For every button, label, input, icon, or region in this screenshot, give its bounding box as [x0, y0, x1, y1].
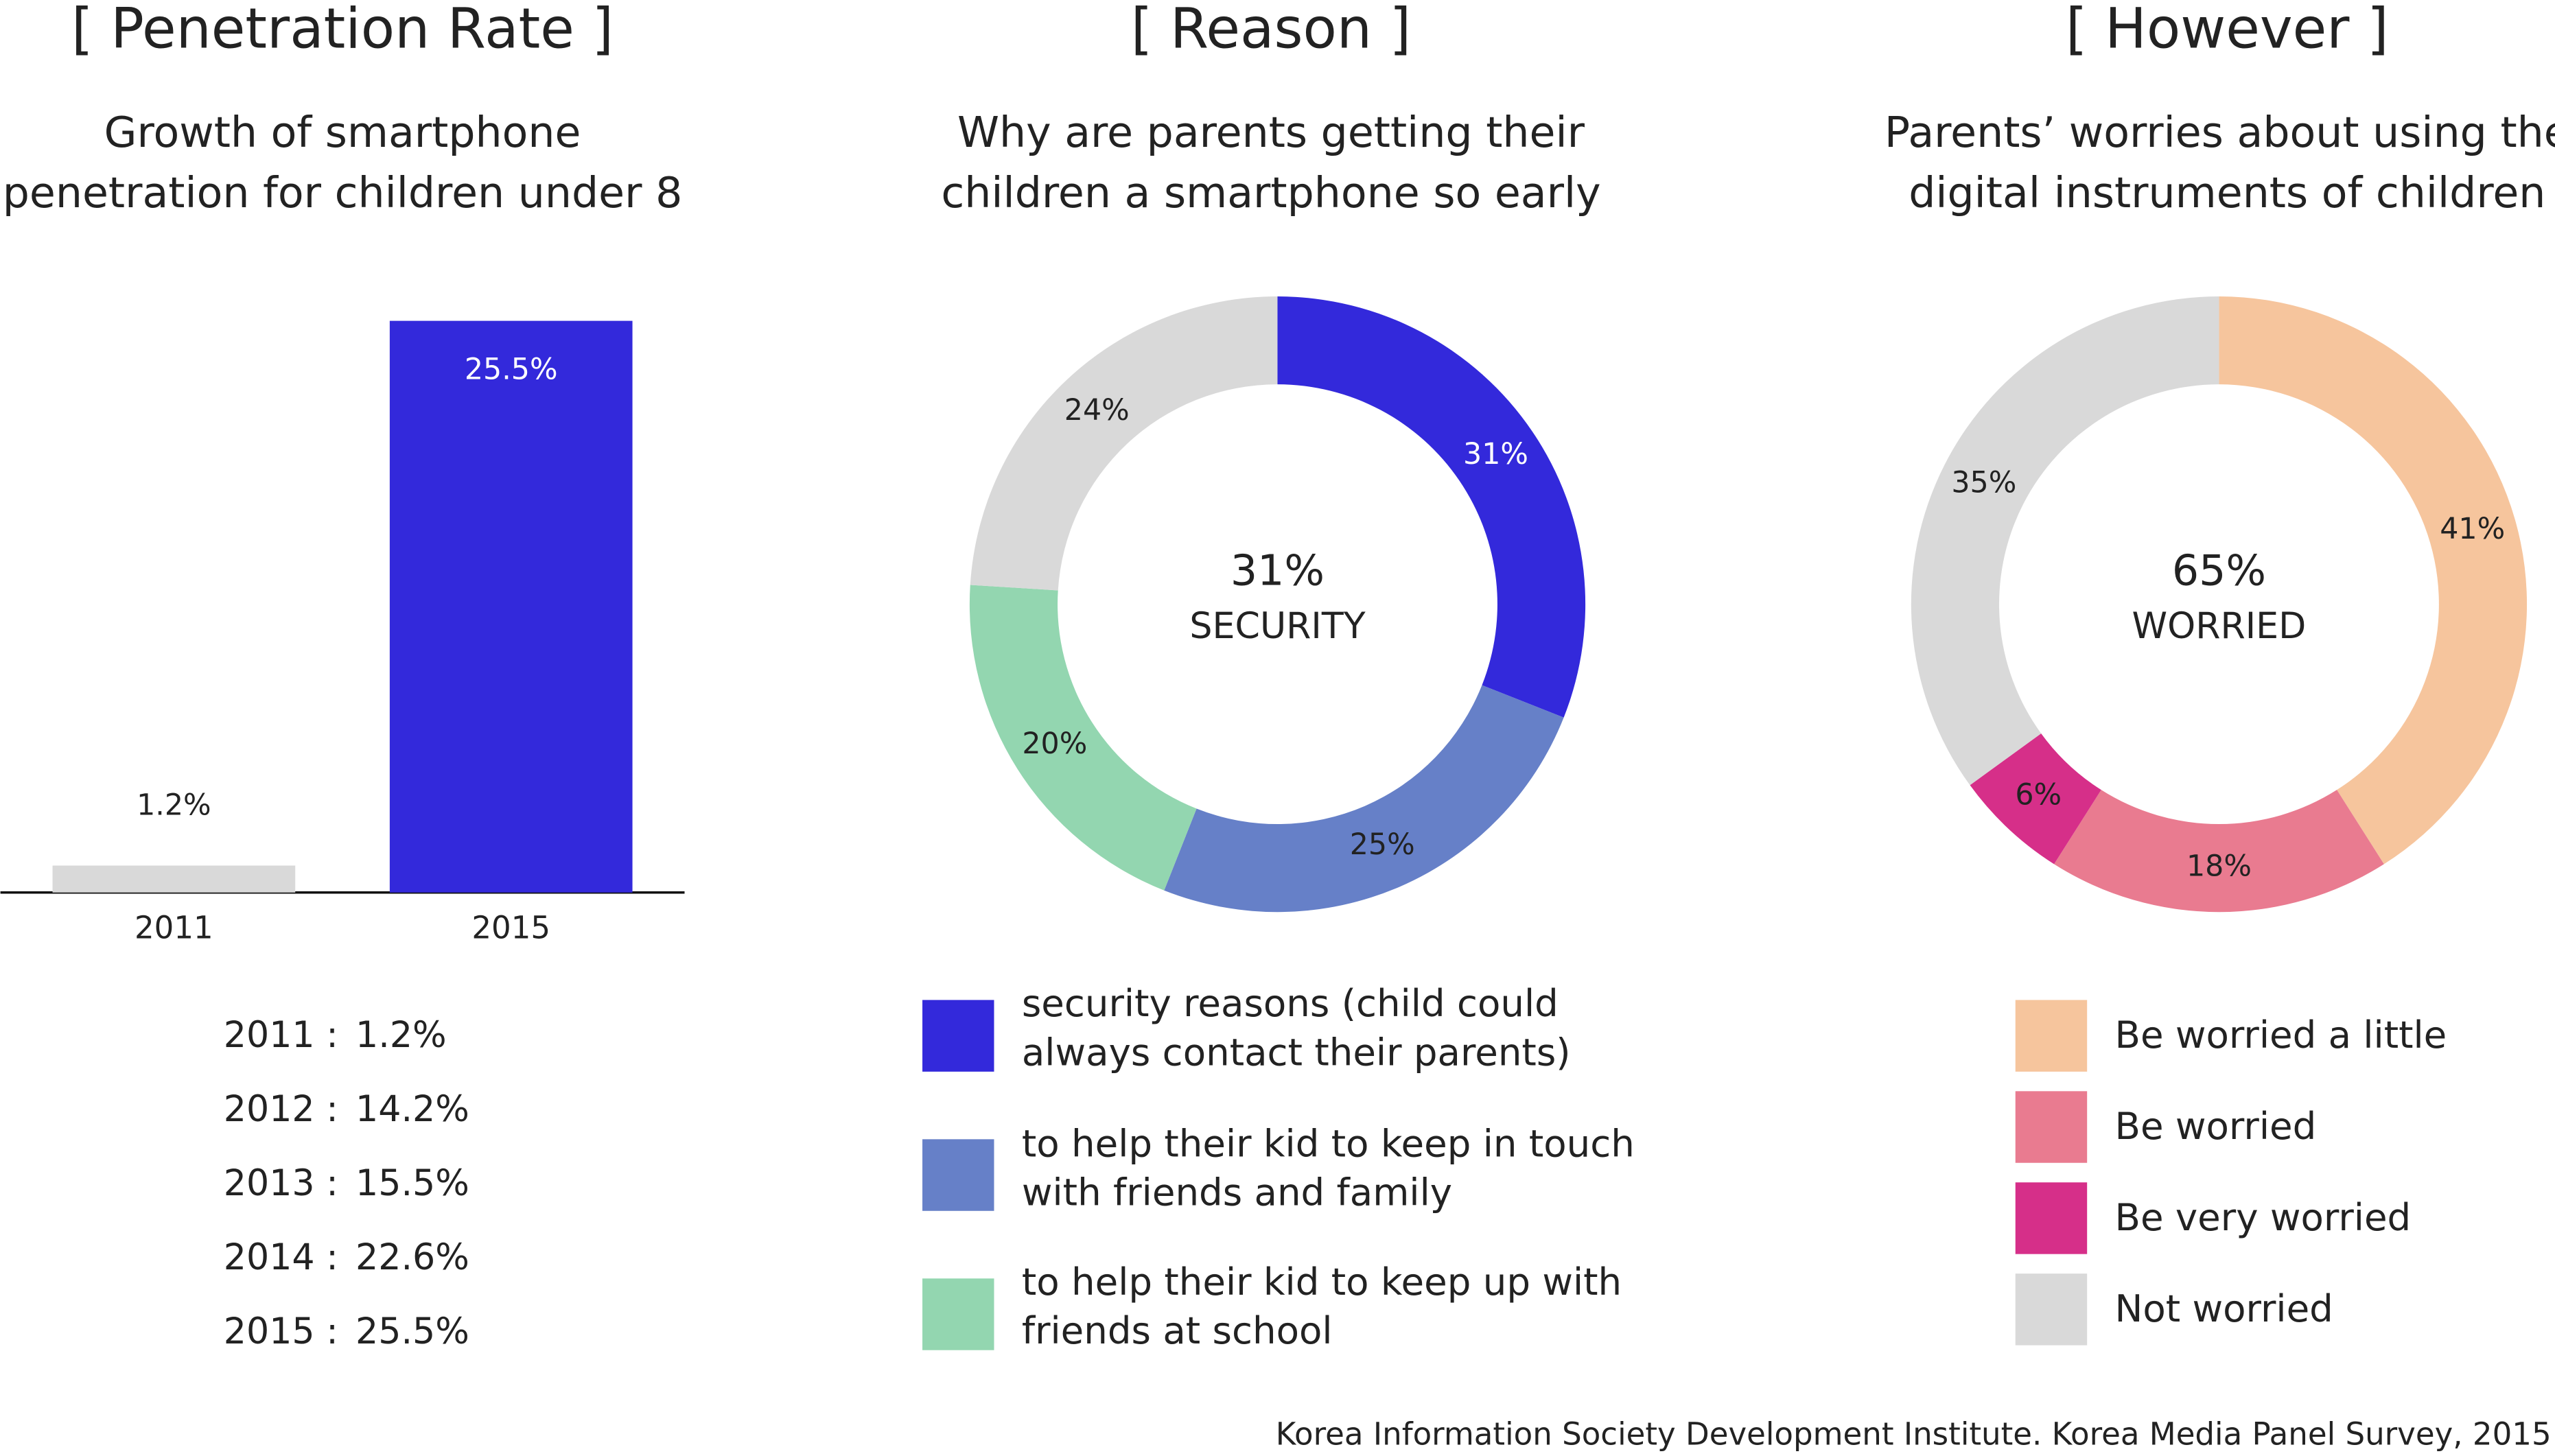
chart-subtitle: Growth of smartphone: [104, 108, 581, 157]
donut-slice: [1164, 685, 1564, 913]
chart-subtitle: children a smartphone so early: [941, 168, 1600, 218]
x-tick-label: 2011: [135, 909, 213, 946]
donut-slice: [2054, 790, 2384, 913]
value-label: 25%: [1350, 827, 1415, 862]
center-value: 65%: [2172, 546, 2266, 596]
legend-label: to help their kid to keep up with friend…: [1021, 1262, 1622, 1354]
legend-label: Not worried: [2115, 1287, 2333, 1330]
year-value: 1.2%: [355, 1015, 447, 1056]
year-label: 2014 :: [224, 1237, 338, 1278]
x-tick-label: 2015: [471, 909, 550, 946]
bar: [52, 865, 296, 893]
legend-swatch: [922, 1278, 994, 1350]
chart-subtitle: Parents’ worries about using the: [1885, 108, 2555, 157]
legend-text-box: to help their kid to keep up with friend…: [1021, 1262, 1622, 1354]
donut-slice: [970, 296, 1278, 591]
legend-label: Be worried: [2115, 1104, 2317, 1148]
value-label: 18%: [2186, 849, 2252, 884]
chart-title: [ Reason ]: [1131, 0, 1411, 61]
year-label: 2013 :: [224, 1163, 338, 1204]
center-label: WORRIED: [2132, 606, 2307, 647]
center-value: 31%: [1230, 546, 1325, 596]
legend-swatch: [922, 1000, 994, 1072]
bar: [389, 320, 633, 893]
legend-label: Be very worried: [2115, 1195, 2412, 1239]
legend-label: security reasons (child could always con…: [1021, 983, 1571, 1075]
legend-swatch: [922, 1139, 994, 1211]
value-label: 41%: [2440, 512, 2505, 546]
legend-label: Be worried a little: [2115, 1013, 2447, 1057]
value-label: 20%: [1022, 727, 1087, 761]
value-label: 35%: [1951, 466, 2016, 500]
chart-title: [ Penetration Rate ]: [71, 0, 614, 61]
value-label: 6%: [2015, 777, 2062, 812]
value-label: 24%: [1064, 393, 1130, 427]
chart-subtitle: Why are parents getting their: [957, 108, 1585, 157]
year-label: 2015 :: [224, 1311, 338, 1352]
chart-subtitle: penetration for children under 8: [3, 168, 683, 218]
value-label: 31%: [1463, 437, 1528, 471]
legend-text-box: to help their kid to keep in touch with …: [1021, 1123, 1635, 1214]
value-label: 1.2%: [137, 788, 211, 823]
legend-swatch: [2015, 1273, 2088, 1346]
value-label: 25.5%: [465, 353, 558, 387]
year-value: 22.6%: [355, 1237, 469, 1278]
year-value: 25.5%: [355, 1311, 469, 1352]
donut-slice: [969, 585, 1197, 891]
source: Korea Information Society Development In…: [1276, 1416, 2552, 1453]
donut-slice: [1277, 296, 1586, 718]
legend-swatch: [2015, 1000, 2088, 1072]
chart-subtitle: digital instruments of children: [1909, 168, 2545, 218]
legend-swatch: [2015, 1182, 2088, 1254]
year-label: 2011 :: [224, 1015, 338, 1056]
center-label: SECURITY: [1189, 606, 1365, 647]
legend-swatch: [2015, 1091, 2088, 1163]
legend-label: to help their kid to keep in touch with …: [1021, 1123, 1635, 1214]
legend-text-box: security reasons (child could always con…: [1021, 983, 1571, 1075]
donut-slice: [1970, 733, 2101, 865]
donut-slice: [1911, 296, 2219, 786]
year-value: 14.2%: [355, 1089, 469, 1130]
year-label: 2012 :: [224, 1089, 338, 1130]
chart-title: [ However ]: [2066, 0, 2389, 61]
year-value: 15.5%: [355, 1163, 469, 1204]
donut-slice: [2219, 296, 2528, 865]
